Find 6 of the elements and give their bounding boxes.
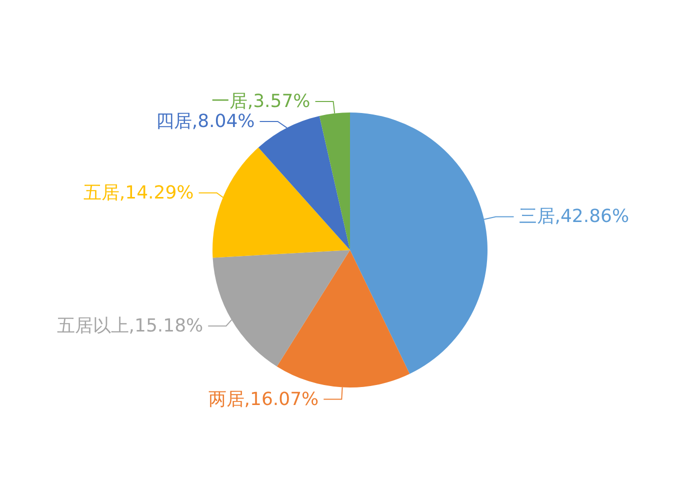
slice-label: 三居,42.86%	[518, 206, 630, 228]
slice-label: 五居,14.29%	[83, 182, 194, 204]
slice-label: 两居,16.07%	[208, 388, 319, 410]
slice-label: 一居,3.57%	[211, 90, 310, 112]
slice-label: 五居以上,15.18%	[56, 315, 204, 336]
slice-label: 四居,8.04%	[156, 110, 255, 132]
